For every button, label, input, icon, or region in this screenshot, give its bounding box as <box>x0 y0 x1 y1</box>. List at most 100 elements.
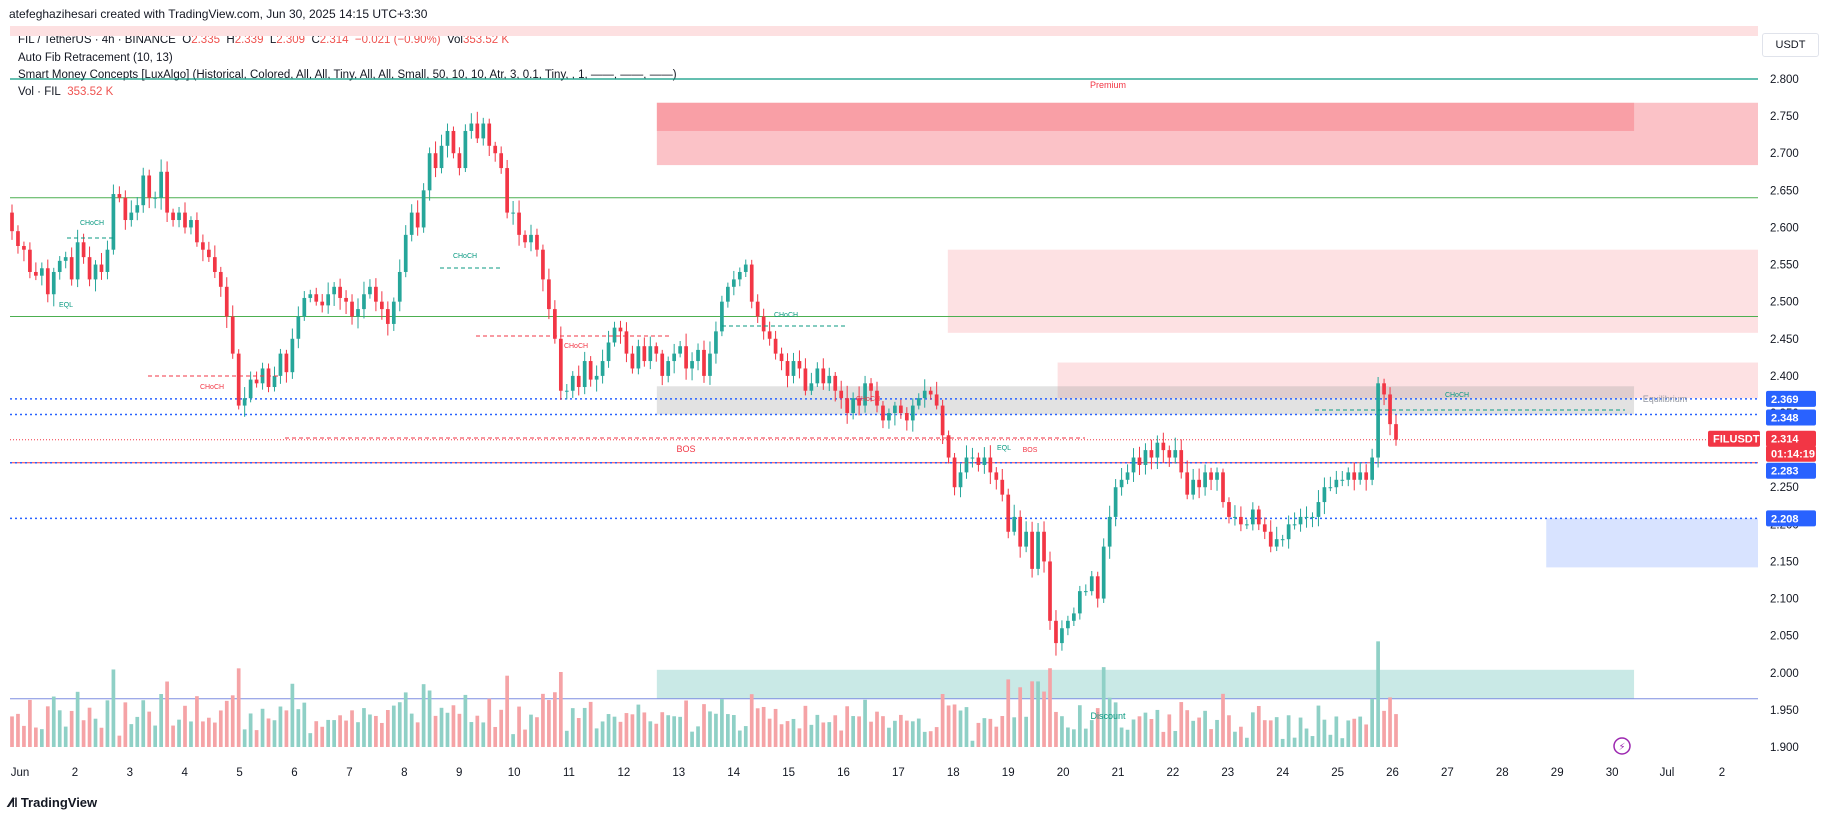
candle-body <box>1024 531 1028 547</box>
candle-body <box>326 294 331 306</box>
candle-body <box>982 457 987 465</box>
volume-bar <box>385 710 390 747</box>
candle-body <box>1030 531 1034 569</box>
volume-bar <box>1256 705 1261 747</box>
candle-body <box>994 472 999 480</box>
candle-body <box>368 286 372 295</box>
volume-bar <box>1221 693 1225 747</box>
volume-bar <box>1131 719 1136 747</box>
candle-body <box>308 294 313 298</box>
candle-body <box>1346 472 1351 480</box>
candle-body <box>195 220 199 243</box>
volume-bar <box>1197 717 1201 747</box>
candle-body <box>1394 424 1398 440</box>
candle-body <box>1042 531 1046 562</box>
volume-bar <box>636 704 641 747</box>
candle-body <box>201 242 205 250</box>
price-axis-tick: 2.750 <box>1770 111 1799 123</box>
candle-body <box>863 383 867 406</box>
volume-bar <box>236 668 241 747</box>
candle-body <box>397 271 402 302</box>
volume-bar <box>875 711 879 747</box>
volume-bar <box>457 713 462 747</box>
candle-body <box>1000 479 1005 495</box>
candle-body <box>553 309 557 339</box>
volume-bar <box>702 704 706 747</box>
candle-body <box>1233 516 1237 518</box>
candle-body <box>636 346 641 369</box>
time-axis-tick: 18 <box>947 767 960 779</box>
volume-bar <box>1137 716 1142 747</box>
volume-bar <box>1268 720 1273 747</box>
candle-body <box>940 405 945 436</box>
indicator-fib-legend[interactable]: Auto Fib Retracement (10, 13) <box>18 52 173 64</box>
volume-bar <box>278 706 283 747</box>
volume-bar <box>1155 709 1160 747</box>
volume-bar <box>517 706 521 747</box>
volume-bar <box>720 699 724 747</box>
volume-bar <box>39 729 44 747</box>
volume-bar <box>463 694 468 747</box>
candle-body <box>1089 576 1094 592</box>
premium-zone-inner <box>656 102 1635 131</box>
candle-body <box>708 353 712 376</box>
candle-body <box>887 413 891 421</box>
volume-bar <box>266 718 271 747</box>
candle-body <box>129 212 134 221</box>
volume-bar <box>403 692 408 747</box>
volume-bar <box>51 696 56 747</box>
volume-bar <box>934 727 939 747</box>
volume-bar <box>541 693 545 747</box>
candle-body <box>493 145 498 154</box>
time-axis-tick: 4 <box>181 767 188 779</box>
volume-bar <box>940 694 945 747</box>
volume-bar <box>1382 710 1386 747</box>
volume-bar <box>332 720 336 747</box>
candle-body <box>899 405 903 413</box>
volume-bar <box>1173 730 1178 747</box>
time-axis-tick: 6 <box>291 767 297 779</box>
candle-body <box>570 375 575 391</box>
indicator-smc-legend[interactable]: Smart Money Concepts [LuxAlgo] (Historic… <box>18 69 677 81</box>
time-axis-tick: 14 <box>727 767 740 779</box>
candle-body <box>87 257 92 280</box>
candle-body <box>1119 479 1124 488</box>
time-axis-tick: 8 <box>401 767 407 779</box>
volume-bar <box>16 713 20 747</box>
discount-zone <box>656 669 1635 699</box>
candle-body <box>1280 539 1285 541</box>
volume-bar <box>129 724 134 747</box>
volume-bar <box>22 725 26 747</box>
volume-bar <box>666 715 671 747</box>
candle-body <box>1370 457 1374 480</box>
candle-body <box>284 353 289 373</box>
candle-body <box>1286 524 1291 540</box>
volume-bar <box>34 727 38 747</box>
candle-body <box>189 220 193 228</box>
candle-body <box>1227 502 1231 517</box>
candle-body <box>171 212 175 221</box>
volume-bar <box>230 695 235 747</box>
candle-body <box>499 153 504 169</box>
candle-body <box>16 231 20 246</box>
volume-bar <box>749 694 754 747</box>
candle-body <box>332 286 336 295</box>
price-axis-tick: 2.800 <box>1770 74 1799 86</box>
volume-bar <box>964 707 969 747</box>
volume-bar <box>654 723 659 747</box>
candle-body <box>1376 383 1380 458</box>
volume-bar <box>1089 720 1094 747</box>
volume-legend[interactable]: Vol · FIL 353.52 K <box>18 86 113 98</box>
volume-bar <box>1280 738 1285 747</box>
volume-bar <box>135 716 140 747</box>
candle-body <box>606 342 611 362</box>
volume-bar <box>642 712 647 747</box>
candle-body <box>1125 472 1130 480</box>
volume-bar <box>374 715 378 747</box>
volume-bar <box>415 722 420 747</box>
price-label-current: 2.314 <box>1771 434 1799 446</box>
time-axis-tick: 10 <box>508 767 521 779</box>
currency-selector[interactable]: USDT <box>1762 33 1819 57</box>
volume-bar <box>576 718 581 747</box>
